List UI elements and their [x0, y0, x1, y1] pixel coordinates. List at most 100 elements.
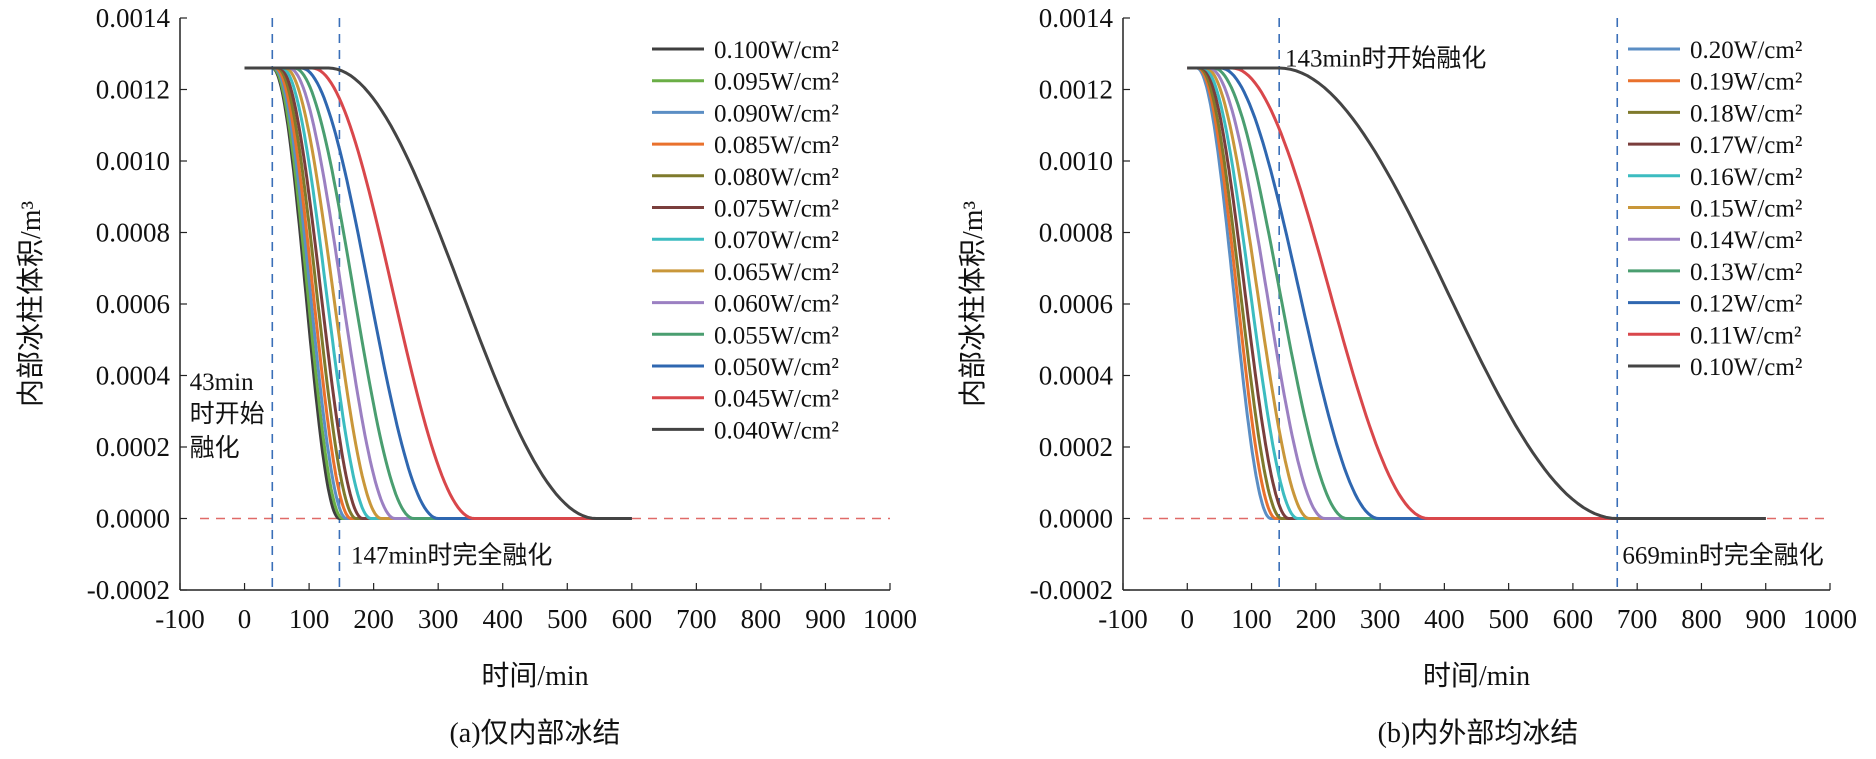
x-tick-label: 600	[612, 604, 653, 634]
chart-panel-b: 0.0014 0.0012 0.0010 0.0008 0.0006 0.0004 0.00…	[957, 3, 1857, 749]
annotation-text: 43min	[190, 369, 254, 396]
x-tick-label: 700	[676, 604, 717, 634]
x-axis-title: 时间/min	[1423, 660, 1530, 692]
annotation-text: 143min时开始融化	[1285, 44, 1486, 72]
y-tick-label: 0.0000	[1039, 504, 1113, 534]
y-tick-label: -0.0002	[87, 575, 170, 605]
x-tick-label: 500	[547, 604, 588, 634]
y-tick-label: 0.0008	[1039, 218, 1113, 248]
series-line	[244, 66, 632, 520]
x-axis-title: 时间/min	[481, 660, 588, 692]
legend-label: 0.080W/cm²	[714, 164, 839, 191]
legend-label: 0.14W/cm²	[1690, 227, 1802, 254]
legend-label: 0.050W/cm²	[714, 354, 839, 381]
legend-label: 0.095W/cm²	[714, 69, 839, 96]
series-line	[1187, 66, 1766, 520]
y-axis-title: 内部冰柱体积/m³	[15, 201, 47, 407]
legend-label: 0.20W/cm²	[1690, 37, 1802, 64]
series-line	[1187, 66, 1766, 520]
series-line	[244, 66, 632, 520]
series-line	[1187, 66, 1766, 520]
series-line	[244, 66, 632, 520]
y-tick-label: 0.0006	[96, 289, 170, 319]
legend-label: 0.16W/cm²	[1690, 164, 1802, 191]
x-tick-label: 900	[805, 604, 846, 634]
y-tick-label: 0.0004	[96, 361, 171, 391]
y-tick-label: 0.0012	[96, 75, 170, 105]
y-tick-label: 0.0008	[96, 218, 170, 248]
legend-label: 0.090W/cm²	[714, 100, 839, 127]
x-tick-label: 0	[238, 604, 252, 634]
x-tick-label: 200	[1296, 604, 1337, 634]
x-tick-label: 100	[289, 604, 330, 634]
y-tick-label: 0.0010	[96, 146, 170, 176]
series-line	[244, 66, 632, 520]
series-line	[1187, 66, 1766, 520]
y-tick-label: 0.0000	[96, 504, 170, 534]
series-line	[244, 66, 632, 520]
x-tick-label: 600	[1553, 604, 1594, 634]
legend-label: 0.060W/cm²	[714, 291, 839, 318]
series-line	[244, 66, 632, 520]
x-tick-label: 400	[1424, 604, 1465, 634]
legend-label: 0.19W/cm²	[1690, 69, 1802, 96]
x-tick-label: 1000	[863, 604, 917, 634]
legend-label: 0.18W/cm²	[1690, 100, 1802, 127]
legend-label: 0.075W/cm²	[714, 196, 839, 223]
annotation-text: 时开始	[190, 400, 265, 428]
series-line	[244, 66, 632, 520]
x-tick-label: 1000	[1803, 604, 1857, 634]
legend-label: 0.070W/cm²	[714, 227, 839, 254]
legend-label: 0.055W/cm²	[714, 322, 839, 349]
legend-label: 0.065W/cm²	[714, 259, 839, 286]
y-tick-label: 0.0002	[1039, 432, 1113, 462]
legend-label: 0.15W/cm²	[1690, 196, 1802, 223]
series-line	[244, 66, 632, 520]
annotation-text: 669min时完全融化	[1622, 541, 1823, 569]
legend-label: 0.11W/cm²	[1690, 322, 1801, 349]
series-line	[1187, 66, 1766, 520]
x-tick-label: 300	[418, 604, 459, 634]
series-line	[1187, 66, 1766, 520]
annotation-text: 147min时完全融化	[351, 541, 552, 569]
y-tick-label: 0.0012	[1039, 75, 1113, 105]
legend-label: 0.17W/cm²	[1690, 132, 1802, 159]
y-tick-label: 0.0004	[1039, 361, 1114, 391]
figure-caption: (a)仅内部冰结	[449, 717, 620, 749]
series-line	[244, 66, 632, 520]
series-line	[1187, 66, 1766, 520]
y-tick-label: 0.0010	[1039, 146, 1113, 176]
series-line	[1187, 66, 1766, 520]
series-line	[244, 66, 632, 520]
y-axis-title: 内部冰柱体积/m³	[957, 201, 989, 407]
y-tick-label: 0.0014	[1039, 3, 1114, 33]
x-tick-label: 700	[1617, 604, 1658, 634]
legend-label: 0.13W/cm²	[1690, 259, 1802, 286]
series-line	[244, 66, 632, 520]
x-tick-label: 500	[1488, 604, 1529, 634]
x-tick-label: 0	[1181, 604, 1195, 634]
x-tick-label: -100	[155, 604, 205, 634]
x-tick-label: 100	[1231, 604, 1272, 634]
x-tick-label: -100	[1098, 604, 1148, 634]
series-line	[1187, 66, 1766, 520]
series-line	[1187, 66, 1766, 520]
series-line	[244, 66, 632, 520]
legend-label: 0.085W/cm²	[714, 132, 839, 159]
y-tick-label: 0.0014	[96, 3, 171, 33]
legend-label: 0.045W/cm²	[714, 386, 839, 413]
y-tick-label: 0.0002	[96, 432, 170, 462]
x-tick-label: 300	[1360, 604, 1401, 634]
chart-panel-a: 0.0014 0.0012 0.0010 0.0008 0.0006 0.0004 0.00…	[15, 3, 917, 749]
series-line	[244, 66, 632, 520]
legend-label: 0.10W/cm²	[1690, 354, 1802, 381]
x-tick-label: 900	[1745, 604, 1786, 634]
x-tick-label: 200	[353, 604, 394, 634]
legend-label: 0.040W/cm²	[714, 417, 839, 444]
y-tick-label: -0.0002	[1030, 575, 1113, 605]
annotation-text: 融化	[190, 434, 240, 462]
legend-label: 0.12W/cm²	[1690, 291, 1802, 318]
x-tick-label: 800	[741, 604, 782, 634]
figure-caption: (b)内外部均冰结	[1378, 717, 1579, 749]
